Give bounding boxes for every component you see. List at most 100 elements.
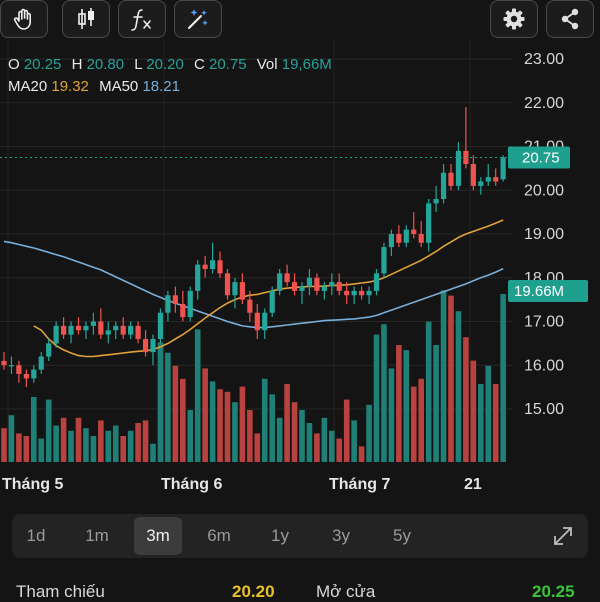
- candle: [396, 225, 402, 248]
- candle: [373, 269, 380, 296]
- settings-button[interactable]: [490, 0, 538, 38]
- candle: [105, 321, 111, 344]
- candle: [232, 277, 238, 309]
- candle: [1, 352, 7, 370]
- candle: [128, 321, 134, 339]
- volume-bar: [492, 384, 499, 462]
- volume-bar: [194, 329, 201, 462]
- reference-price-value: 20.20: [232, 582, 275, 601]
- volume-bar: [142, 420, 149, 462]
- candle: [68, 321, 74, 344]
- ma20-path: [33, 219, 504, 358]
- candle: [46, 339, 52, 361]
- hand-tool-button[interactable]: [0, 0, 48, 38]
- candle: [202, 255, 208, 278]
- volume-label: Vol: [256, 56, 278, 73]
- volume-bar: [68, 430, 74, 462]
- volume-bar: [172, 365, 179, 462]
- volume-bar: [463, 337, 469, 462]
- high-label: H: [71, 56, 83, 73]
- range-6m-button[interactable]: 6m: [207, 526, 231, 545]
- candle: [180, 290, 186, 322]
- candle: [440, 164, 447, 204]
- volume-bar: [433, 345, 439, 462]
- range-1y-button[interactable]: 1y: [271, 526, 289, 545]
- candle: [16, 360, 22, 383]
- price-tick-label: 19.00: [524, 226, 564, 243]
- volume-bar: [209, 381, 216, 462]
- candle: [366, 286, 372, 304]
- candle: [31, 365, 37, 383]
- volume-bar: [425, 321, 432, 462]
- ohlc-legend: O 20.25 H 20.80 L 20.20 C 20.75 Vol 19,6…: [8, 54, 338, 98]
- volume-bar: [23, 436, 30, 462]
- range-3m-button[interactable]: 3m: [134, 517, 182, 555]
- candle: [239, 273, 245, 304]
- volume-bar: [299, 410, 305, 462]
- candle: [113, 321, 119, 339]
- volume-bar: [165, 352, 171, 462]
- candle: [448, 164, 454, 191]
- candle: [344, 282, 350, 304]
- quote-stats-row: Tham chiếu 20.20 Mở cửa 20.25: [0, 578, 600, 601]
- price-tick-label: 17.00: [524, 314, 564, 331]
- volume-bar: [291, 402, 298, 462]
- ma20-value: 19.32: [51, 78, 89, 95]
- range-1m-button[interactable]: 1m: [85, 526, 109, 545]
- candle: [411, 212, 417, 239]
- volume-bar: [358, 446, 365, 462]
- time-tick-label: Tháng 5: [2, 476, 63, 493]
- ma20-line: [33, 219, 504, 358]
- last-price-tag-bg: [508, 146, 570, 169]
- reference-price-label: Tham chiếu: [16, 582, 105, 601]
- candle: [224, 269, 231, 300]
- volume-bar: [127, 430, 134, 462]
- range-5y-button[interactable]: 5y: [393, 526, 411, 545]
- close-label: C: [193, 56, 205, 73]
- volume-bar: [90, 436, 97, 462]
- low-label: L: [134, 56, 143, 73]
- candle: [75, 317, 82, 335]
- volume-bar: [351, 420, 357, 462]
- price-tick-label: 15.00: [524, 401, 564, 418]
- volume-bar: [396, 345, 402, 462]
- candle: [61, 317, 67, 339]
- price-tick-label: 16.00: [524, 357, 564, 374]
- hand-icon: [13, 8, 31, 30]
- volume-bar: [60, 417, 67, 462]
- volume-bar: [83, 428, 89, 462]
- chart-type-button[interactable]: [62, 0, 110, 38]
- drawing-tools-button[interactable]: [174, 0, 222, 38]
- candle: [195, 260, 201, 300]
- time-tick-label: Tháng 6: [161, 476, 222, 493]
- candle: [90, 312, 96, 335]
- candle: [247, 290, 253, 322]
- volume-bar: [217, 389, 223, 462]
- volume-bar: [478, 384, 484, 462]
- candle: [254, 304, 260, 339]
- time-tick-label: 21: [464, 476, 482, 493]
- range-1d-button[interactable]: 1d: [26, 526, 46, 545]
- candle: [284, 264, 290, 287]
- volume-bar: [105, 430, 112, 462]
- candle: [455, 142, 462, 191]
- indicators-button[interactable]: [118, 0, 166, 38]
- share-button[interactable]: [546, 0, 594, 38]
- price-chart[interactable]: 23.0022.0021.0020.0019.0018.0017.0016.00…: [0, 40, 600, 500]
- volume-bar: [455, 311, 462, 462]
- volume-bar: [261, 378, 268, 462]
- ohlc-row: O 20.25 H 20.80 L 20.20 C 20.75 Vol 19,6…: [8, 54, 338, 76]
- expand-icon[interactable]: [550, 523, 576, 549]
- candle: [470, 155, 476, 191]
- volume-bar: [180, 378, 186, 462]
- candle: [336, 273, 342, 296]
- volume-bar: [8, 415, 15, 462]
- volume-bar: [45, 399, 52, 462]
- candle: [53, 321, 59, 348]
- candle: [120, 317, 126, 339]
- range-3y-button[interactable]: 3y: [332, 526, 350, 545]
- volume-bar: [16, 433, 22, 462]
- volume-bar: [75, 417, 82, 462]
- time-range-selector: 1d 1m 3m 6m 1y 3y 5y: [12, 514, 588, 558]
- candle: [299, 282, 305, 304]
